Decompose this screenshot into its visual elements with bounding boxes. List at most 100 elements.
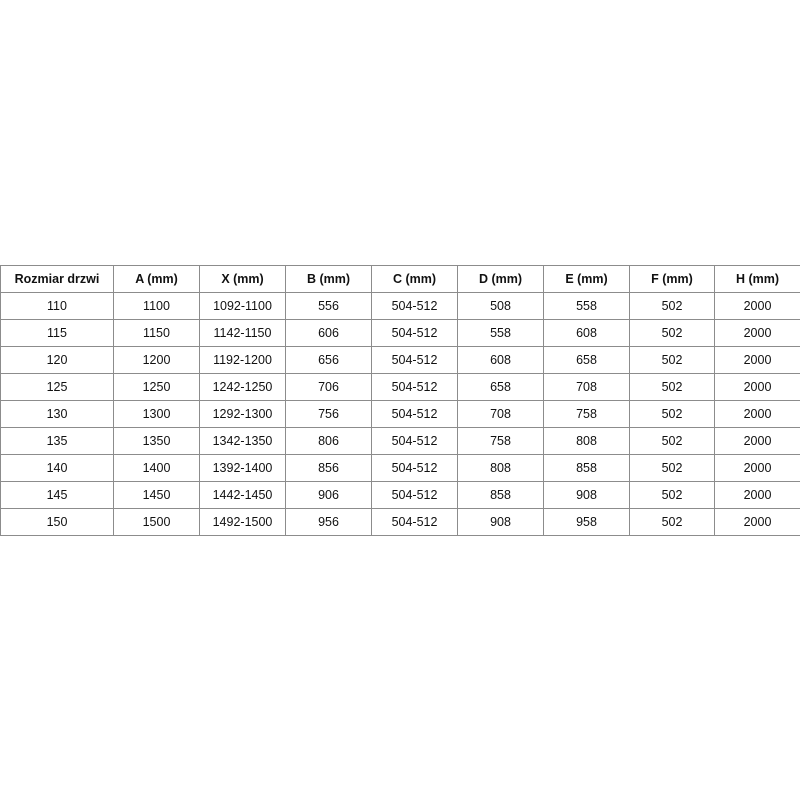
table-cell: 756: [285, 400, 372, 428]
table-cell: 1150: [113, 319, 200, 347]
table-cell: 1450: [113, 481, 200, 509]
table-cell: 608: [543, 319, 630, 347]
table-cell: 1400: [113, 454, 200, 482]
table-cell: 958: [543, 508, 630, 536]
table-row: 135 1350 1342-1350 806 504-512 758 808 502 2000: [0, 427, 800, 455]
table-cell: 1300: [113, 400, 200, 428]
table-cell: 2000: [714, 346, 800, 374]
table-cell: 504-512: [371, 292, 458, 320]
table-cell: 2000: [714, 508, 800, 536]
table-cell: 504-512: [371, 508, 458, 536]
table-cell: 502: [629, 400, 715, 428]
table-cell: 956: [285, 508, 372, 536]
table-cell: 2000: [714, 400, 800, 428]
column-header: B (mm): [285, 265, 372, 293]
table-cell: 504-512: [371, 346, 458, 374]
table-cell: 658: [457, 373, 544, 401]
table-cell: 608: [457, 346, 544, 374]
column-header: C (mm): [371, 265, 458, 293]
table-cell: 808: [543, 427, 630, 455]
table-cell: 502: [629, 427, 715, 455]
table-cell: 1242-1250: [199, 373, 286, 401]
table-row: 115 1150 1142-1150 606 504-512 558 608 502 2000: [0, 319, 800, 347]
dimensions-table: Rozmiar drzwi A (mm) X (mm) B (mm) C (mm) D (…: [0, 265, 800, 536]
column-header: H (mm): [714, 265, 800, 293]
column-header: X (mm): [199, 265, 286, 293]
table-row: 145 1450 1442-1450 906 504-512 858 908 502 2000: [0, 481, 800, 509]
table-cell: 858: [457, 481, 544, 509]
table-cell: 145: [0, 481, 114, 509]
column-header: Rozmiar drzwi: [0, 265, 114, 293]
table-row: 120 1200 1192-1200 656 504-512 608 658 502 2000: [0, 346, 800, 374]
table-cell: 502: [629, 508, 715, 536]
table-cell: 706: [285, 373, 372, 401]
table-cell: 858: [543, 454, 630, 482]
table-cell: 502: [629, 292, 715, 320]
table-row: 150 1500 1492-1500 956 504-512 908 958 502 2000: [0, 508, 800, 536]
table-cell: 504-512: [371, 427, 458, 455]
table-cell: 508: [457, 292, 544, 320]
table-cell: 135: [0, 427, 114, 455]
table-row: 110 1100 1092-1100 556 504-512 508 558 502 2000: [0, 292, 800, 320]
table-cell: 1142-1150: [199, 319, 286, 347]
table-cell: 708: [457, 400, 544, 428]
table-cell: 2000: [714, 481, 800, 509]
column-header: F (mm): [629, 265, 715, 293]
table-cell: 2000: [714, 454, 800, 482]
table-cell: 502: [629, 319, 715, 347]
table-cell: 125: [0, 373, 114, 401]
table-row: 130 1300 1292-1300 756 504-512 708 758 502 2000: [0, 400, 800, 428]
table-row: 125 1250 1242-1250 706 504-512 658 708 502 2000: [0, 373, 800, 401]
table-cell: 908: [543, 481, 630, 509]
table-cell: 140: [0, 454, 114, 482]
table-cell: 2000: [714, 292, 800, 320]
table-cell: 502: [629, 373, 715, 401]
table-cell: 1342-1350: [199, 427, 286, 455]
table-cell: 808: [457, 454, 544, 482]
table-cell: 908: [457, 508, 544, 536]
column-header: E (mm): [543, 265, 630, 293]
table-cell: 2000: [714, 373, 800, 401]
table-cell: 1442-1450: [199, 481, 286, 509]
table-cell: 115: [0, 319, 114, 347]
table-cell: 708: [543, 373, 630, 401]
table-cell: 656: [285, 346, 372, 374]
table-cell: 504-512: [371, 481, 458, 509]
table-cell: 504-512: [371, 454, 458, 482]
table-cell: 150: [0, 508, 114, 536]
table-cell: 1200: [113, 346, 200, 374]
table-cell: 1292-1300: [199, 400, 286, 428]
table-cell: 1392-1400: [199, 454, 286, 482]
table-cell: 1492-1500: [199, 508, 286, 536]
table-cell: 806: [285, 427, 372, 455]
table-cell: 558: [543, 292, 630, 320]
header-row: Rozmiar drzwi A (mm) X (mm) B (mm) C (mm) D (…: [0, 265, 800, 293]
table-cell: 1500: [113, 508, 200, 536]
table-cell: 2000: [714, 319, 800, 347]
table-cell: 758: [543, 400, 630, 428]
table-cell: 502: [629, 346, 715, 374]
table-cell: 2000: [714, 427, 800, 455]
table-cell: 1250: [113, 373, 200, 401]
table-cell: 504-512: [371, 373, 458, 401]
table-cell: 110: [0, 292, 114, 320]
table-cell: 1100: [113, 292, 200, 320]
table-cell: 1350: [113, 427, 200, 455]
table-cell: 130: [0, 400, 114, 428]
table-cell: 120: [0, 346, 114, 374]
table-cell: 658: [543, 346, 630, 374]
table-cell: 504-512: [371, 400, 458, 428]
column-header: D (mm): [457, 265, 544, 293]
column-header: A (mm): [113, 265, 200, 293]
table-row: 140 1400 1392-1400 856 504-512 808 858 502 2000: [0, 454, 800, 482]
table-cell: 758: [457, 427, 544, 455]
table-cell: 1192-1200: [199, 346, 286, 374]
table-cell: 502: [629, 454, 715, 482]
table-cell: 558: [457, 319, 544, 347]
table-cell: 504-512: [371, 319, 458, 347]
table-cell: 856: [285, 454, 372, 482]
table-cell: 1092-1100: [199, 292, 286, 320]
table-cell: 502: [629, 481, 715, 509]
table-cell: 556: [285, 292, 372, 320]
table-cell: 606: [285, 319, 372, 347]
